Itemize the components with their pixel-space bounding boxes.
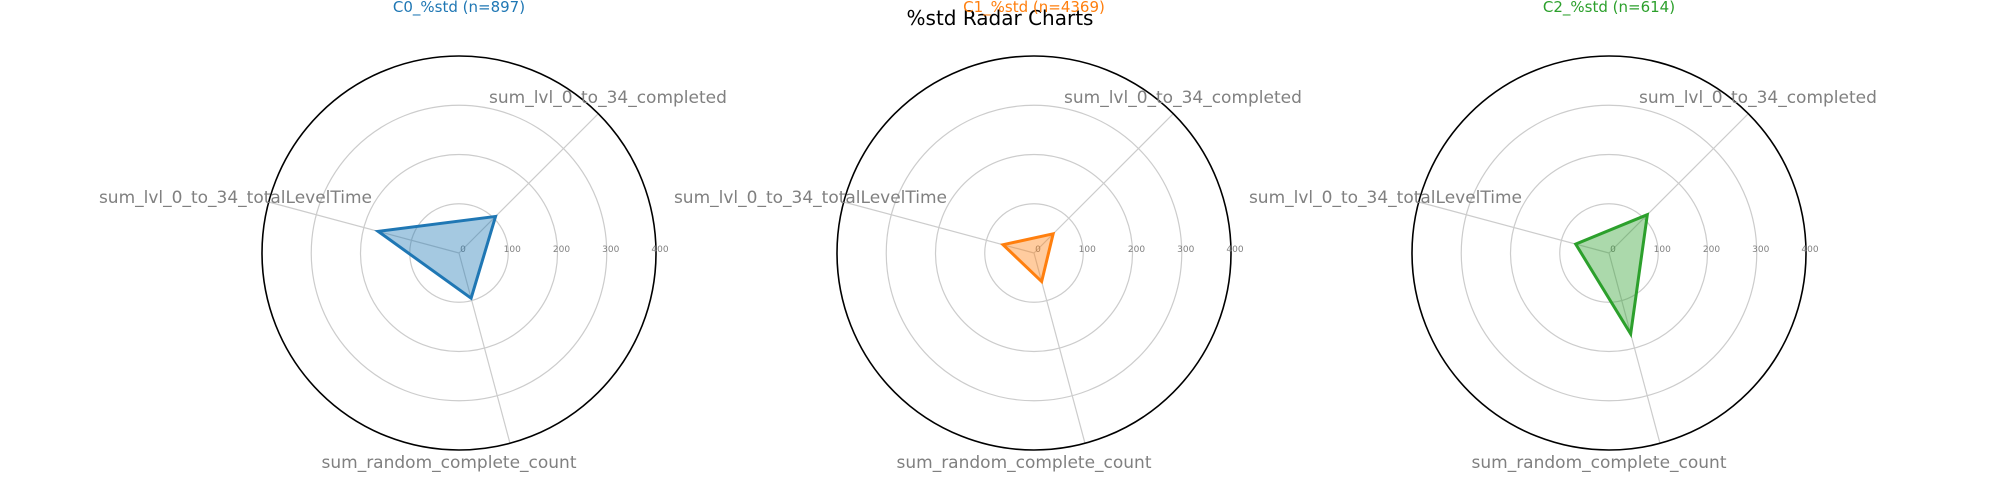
panel-title: C0_%std (n=897) (393, 0, 525, 17)
radial-tick-label: 300 (1752, 245, 1769, 255)
axis-spoke (1608, 252, 1661, 444)
figure-suptitle: %std Radar Charts (907, 6, 1094, 30)
axis-spoke (458, 113, 599, 254)
grid-ring (934, 153, 1134, 353)
radar-panels: C0_%std (n=897) 0 100 200 300 400 sum_lvl_0_to… (99, 0, 1877, 473)
radial-tick-label: 200 (553, 245, 570, 255)
series-polygon (999, 231, 1056, 285)
grid-ring (984, 203, 1084, 303)
panel-title: C1_%std (n=4369) (963, 0, 1105, 17)
axis-spoke (1033, 113, 1174, 254)
radial-tick-label: 200 (1128, 245, 1145, 255)
grid-ring (359, 153, 559, 353)
grid-ring (885, 104, 1183, 402)
radial-tick-label: 0 (1610, 245, 1616, 255)
polar-frame (836, 55, 1232, 451)
radial-tick-label: 400 (1801, 245, 1818, 255)
axis-label: sum_random_complete_count (322, 453, 577, 473)
radial-tick-label: 300 (602, 245, 619, 255)
radial-tick-label: 100 (1079, 245, 1096, 255)
radar-panel-1: C1_%std (n=4369) 0 100 200 300 400 sum_lvl_0_t… (674, 0, 1302, 473)
radial-tick-label: 400 (1226, 245, 1243, 255)
radial-tick-label: 100 (1654, 245, 1671, 255)
grid-ring (1460, 104, 1758, 402)
axis-label: sum_lvl_0_to_34_totalLevelTime (1249, 188, 1522, 208)
radial-tick-label: 400 (651, 245, 668, 255)
radial-tick-label: 300 (1177, 245, 1194, 255)
axis-label: sum_random_complete_count (897, 453, 1152, 473)
radial-tick-label: 200 (1703, 245, 1720, 255)
axis-spoke (458, 252, 511, 444)
axis-label: sum_lvl_0_to_34_totalLevelTime (99, 188, 372, 208)
axis-label: sum_lvl_0_to_34_completed (1639, 88, 1877, 108)
grid-ring (1509, 153, 1709, 353)
radar-panel-2: C2_%std (n=614) 0 100 200 300 400 sum_lvl_0_to… (1249, 0, 1877, 473)
polar-frame (1411, 55, 1807, 451)
radial-tick-label: 0 (1035, 245, 1041, 255)
radial-tick-label: 0 (460, 245, 466, 255)
axis-label: sum_lvl_0_to_34_completed (1064, 88, 1302, 108)
polar-frame (261, 55, 657, 451)
radial-tick-label: 100 (504, 245, 521, 255)
axis-spoke (1033, 252, 1086, 444)
grid-ring (310, 104, 608, 402)
series-polygon (1573, 212, 1650, 339)
series-polygon (374, 214, 498, 301)
panel-title: C2_%std (n=614) (1543, 0, 1675, 17)
grid-ring (1559, 203, 1659, 303)
axis-label: sum_random_complete_count (1472, 453, 1727, 473)
axis-spoke (268, 201, 460, 254)
radar-panel-0: C0_%std (n=897) 0 100 200 300 400 sum_lvl_0_to… (99, 0, 727, 473)
axis-spoke (1608, 113, 1749, 254)
axis-label: sum_lvl_0_to_34_completed (489, 88, 727, 108)
axis-label: sum_lvl_0_to_34_totalLevelTime (674, 188, 947, 208)
